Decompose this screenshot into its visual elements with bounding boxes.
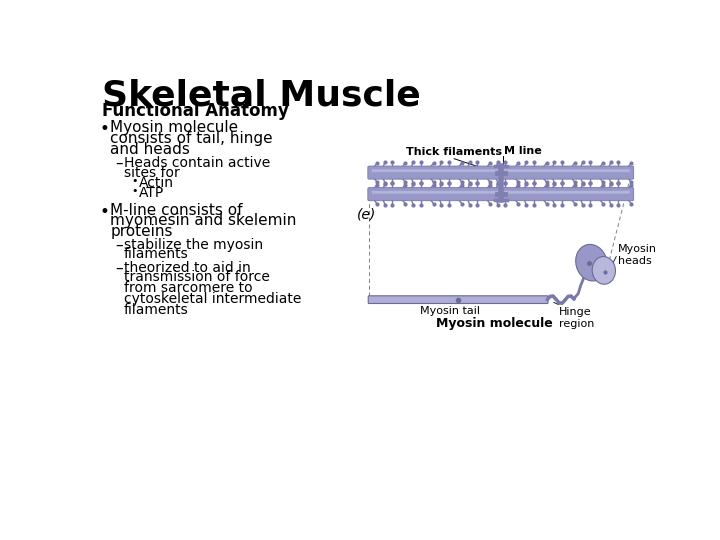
Text: stabilize the myosin: stabilize the myosin xyxy=(124,238,264,252)
Text: Thick filaments: Thick filaments xyxy=(406,147,503,157)
Text: filaments: filaments xyxy=(124,247,189,261)
Text: –: – xyxy=(114,156,122,171)
Text: consists of tail, hinge: consists of tail, hinge xyxy=(110,131,273,146)
Text: Myosin tail: Myosin tail xyxy=(420,306,480,316)
Text: –: – xyxy=(114,261,122,276)
Text: from sarcomere to: from sarcomere to xyxy=(124,281,253,295)
FancyBboxPatch shape xyxy=(368,296,548,303)
Text: proteins: proteins xyxy=(110,224,173,239)
Text: Myosin molecule: Myosin molecule xyxy=(436,316,552,329)
Ellipse shape xyxy=(592,256,616,284)
Ellipse shape xyxy=(576,245,607,281)
Text: –: – xyxy=(114,238,122,253)
Text: theorized to aid in: theorized to aid in xyxy=(124,261,251,275)
Text: Heads contain active: Heads contain active xyxy=(124,156,270,170)
Text: •: • xyxy=(99,120,109,138)
Text: Functional Anatomy: Functional Anatomy xyxy=(102,102,289,120)
Text: Myosin
heads: Myosin heads xyxy=(618,244,657,266)
Text: myomesin and skelemin: myomesin and skelemin xyxy=(110,213,297,228)
Text: Hinge
region: Hinge region xyxy=(559,307,594,329)
FancyBboxPatch shape xyxy=(372,169,630,172)
FancyBboxPatch shape xyxy=(368,187,634,201)
Text: sites for: sites for xyxy=(124,166,180,180)
Text: Actin: Actin xyxy=(139,177,174,191)
Text: ATP: ATP xyxy=(139,186,164,200)
Text: M line: M line xyxy=(504,146,541,156)
Text: filaments: filaments xyxy=(124,303,189,317)
Text: cytoskeletal intermediate: cytoskeletal intermediate xyxy=(124,292,302,306)
Text: (e): (e) xyxy=(357,207,377,221)
FancyBboxPatch shape xyxy=(372,191,630,194)
Text: •: • xyxy=(132,177,138,186)
Text: •: • xyxy=(132,186,138,195)
FancyBboxPatch shape xyxy=(368,166,634,179)
Text: Myosin molecule: Myosin molecule xyxy=(110,120,238,135)
Text: and heads: and heads xyxy=(110,142,190,157)
Text: Skeletal Muscle: Skeletal Muscle xyxy=(102,79,420,113)
Text: transmission of force: transmission of force xyxy=(124,271,270,285)
Text: M-line consists of: M-line consists of xyxy=(110,202,243,218)
Text: •: • xyxy=(99,202,109,221)
